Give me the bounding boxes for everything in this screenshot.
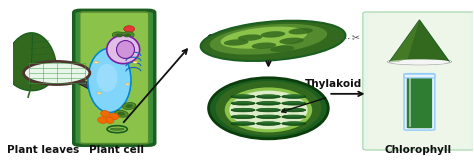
Text: ✂: ✂ [352, 32, 360, 42]
Ellipse shape [256, 115, 281, 119]
FancyBboxPatch shape [404, 74, 435, 130]
Circle shape [24, 61, 90, 85]
Ellipse shape [283, 102, 304, 103]
Ellipse shape [109, 113, 119, 120]
Ellipse shape [256, 102, 281, 105]
Ellipse shape [121, 32, 134, 39]
Text: Chloroplast: Chloroplast [206, 34, 274, 44]
Ellipse shape [258, 102, 279, 103]
Ellipse shape [88, 48, 131, 112]
Ellipse shape [283, 108, 304, 110]
Ellipse shape [390, 59, 449, 64]
Ellipse shape [283, 115, 304, 117]
Ellipse shape [105, 117, 114, 123]
Text: Thylakoid: Thylakoid [305, 79, 363, 89]
Ellipse shape [124, 26, 135, 32]
Ellipse shape [233, 102, 254, 103]
Ellipse shape [229, 91, 308, 129]
Ellipse shape [97, 64, 118, 92]
Ellipse shape [231, 95, 255, 98]
Ellipse shape [279, 38, 304, 44]
Ellipse shape [112, 32, 126, 39]
FancyBboxPatch shape [74, 10, 155, 145]
Circle shape [133, 62, 137, 63]
Ellipse shape [124, 34, 131, 37]
Ellipse shape [118, 112, 125, 116]
Circle shape [94, 62, 99, 63]
Polygon shape [390, 20, 449, 62]
Ellipse shape [261, 31, 285, 38]
FancyBboxPatch shape [407, 76, 432, 128]
Ellipse shape [231, 108, 255, 112]
Ellipse shape [126, 104, 133, 108]
Ellipse shape [225, 87, 312, 132]
Ellipse shape [201, 21, 346, 61]
Ellipse shape [283, 122, 304, 123]
Ellipse shape [233, 95, 254, 96]
Ellipse shape [233, 122, 254, 123]
Ellipse shape [231, 122, 255, 125]
FancyBboxPatch shape [368, 14, 470, 148]
Ellipse shape [233, 108, 254, 110]
Ellipse shape [258, 122, 279, 123]
Ellipse shape [256, 108, 281, 112]
Ellipse shape [282, 122, 306, 125]
Ellipse shape [282, 115, 306, 119]
Ellipse shape [210, 24, 327, 55]
Ellipse shape [224, 39, 248, 46]
FancyBboxPatch shape [80, 12, 149, 144]
Ellipse shape [98, 117, 107, 123]
Ellipse shape [115, 34, 123, 37]
Ellipse shape [100, 110, 110, 117]
Ellipse shape [220, 27, 307, 49]
Circle shape [125, 83, 130, 85]
Ellipse shape [216, 81, 321, 136]
Ellipse shape [282, 108, 306, 112]
Ellipse shape [233, 115, 254, 117]
Ellipse shape [282, 102, 306, 105]
Ellipse shape [252, 42, 276, 49]
Ellipse shape [258, 115, 279, 117]
Ellipse shape [258, 108, 279, 110]
Ellipse shape [387, 58, 452, 65]
Text: Plant leaves: Plant leaves [7, 145, 79, 155]
Ellipse shape [115, 110, 128, 117]
FancyBboxPatch shape [404, 74, 435, 78]
Ellipse shape [283, 95, 304, 96]
Ellipse shape [110, 128, 124, 130]
Ellipse shape [256, 122, 281, 125]
Ellipse shape [231, 115, 255, 119]
Ellipse shape [282, 95, 306, 98]
Ellipse shape [237, 34, 262, 41]
Ellipse shape [258, 95, 279, 96]
Ellipse shape [231, 102, 255, 105]
FancyBboxPatch shape [363, 12, 474, 150]
Text: Plant cell: Plant cell [89, 145, 144, 155]
Ellipse shape [107, 35, 140, 64]
Ellipse shape [289, 28, 313, 35]
Ellipse shape [117, 40, 135, 58]
Ellipse shape [256, 95, 281, 98]
Ellipse shape [122, 103, 136, 110]
Polygon shape [390, 20, 419, 62]
Circle shape [97, 92, 101, 94]
Polygon shape [5, 33, 56, 91]
Text: Chlorophyll: Chlorophyll [384, 145, 452, 155]
Ellipse shape [270, 46, 294, 52]
Ellipse shape [209, 78, 328, 139]
